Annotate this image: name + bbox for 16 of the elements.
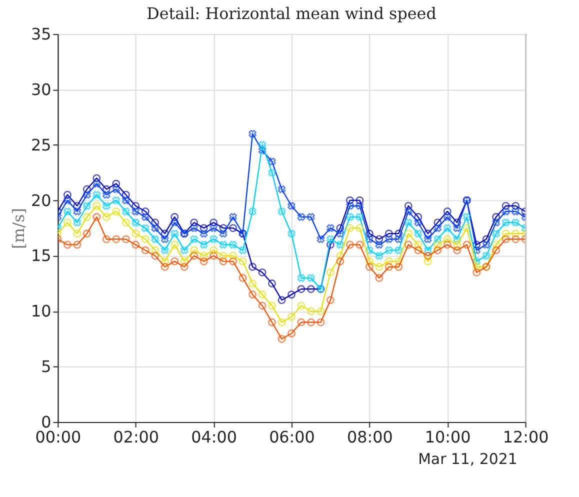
text: Mar 11, 2021 (418, 450, 518, 468)
x-tick-label: 04:00 (191, 427, 237, 446)
y-tick-label: 5 (41, 357, 52, 376)
y-tick-label: 10 (30, 302, 52, 321)
y-axis-title: [m/s] (9, 208, 28, 250)
x-tick-label: 10:00 (424, 427, 471, 446)
x-tick-label: 12:00 (502, 427, 549, 446)
x-tick-label: 06:00 (269, 427, 315, 446)
y-tick-label: 35 (30, 24, 52, 44)
y-tick-label: 20 (30, 190, 52, 210)
x-tick-label: 02:00 (113, 427, 160, 446)
y-tick-label: 25 (30, 135, 52, 154)
chart-title: Detail: Horizontal mean wind speed (146, 4, 436, 24)
x-tick-label: 08:00 (346, 427, 393, 446)
y-tick-label: 15 (30, 246, 52, 266)
y-tick-label: 30 (30, 80, 52, 99)
